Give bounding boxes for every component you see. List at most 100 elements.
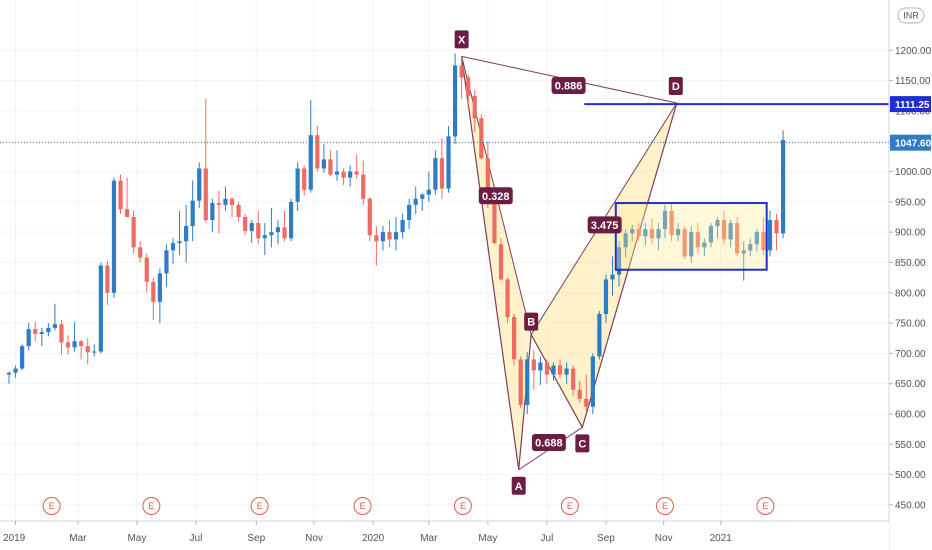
candle-body	[65, 342, 71, 348]
time-tick-label: Nov	[305, 533, 323, 544]
candle-body	[269, 232, 274, 236]
candle	[584, 374, 589, 411]
candle-body	[361, 174, 366, 199]
earnings-marker-circle[interactable]	[453, 497, 472, 515]
candle	[354, 154, 359, 179]
last-price-tag-text: 1047.60	[895, 138, 932, 149]
candle	[459, 59, 464, 99]
time-tick-label: 2021	[710, 533, 733, 544]
candle-body	[295, 168, 300, 202]
candle-body	[420, 194, 425, 199]
candle	[6, 371, 12, 384]
candle-body	[20, 346, 25, 369]
candle-body	[170, 243, 176, 251]
earnings-marker-circle[interactable]	[560, 497, 579, 515]
candle	[13, 365, 18, 378]
earnings-marker-circle[interactable]	[42, 497, 61, 515]
candle-body	[485, 158, 490, 202]
earnings-marker-circle[interactable]	[142, 497, 161, 515]
candle	[741, 241, 746, 281]
price-tick-label: 1150.00	[895, 76, 931, 87]
price-tick-label: 850.00	[895, 258, 926, 269]
earnings-marker-text: E	[460, 501, 466, 511]
candle	[262, 223, 267, 256]
earnings-marker-text: E	[148, 501, 154, 511]
time-tick-label: May	[478, 533, 497, 544]
candle	[46, 323, 51, 337]
earnings-marker[interactable]: E	[42, 497, 61, 515]
candle-body	[426, 189, 431, 195]
price-tick-label: 700.00	[895, 349, 926, 360]
candle-body	[774, 220, 779, 234]
earnings-marker[interactable]: E	[453, 497, 472, 515]
candle	[243, 213, 248, 236]
earnings-marker[interactable]: E	[756, 497, 775, 515]
candle	[20, 344, 25, 371]
candle	[669, 203, 674, 242]
earnings-marker[interactable]: E	[250, 497, 269, 515]
candle-body	[603, 279, 609, 314]
candle-body	[643, 229, 648, 237]
candle	[118, 174, 123, 214]
currency-badge-box[interactable]	[897, 7, 925, 24]
candle	[577, 380, 582, 404]
candle	[177, 210, 182, 256]
candle-body	[197, 168, 202, 201]
earnings-marker[interactable]: E	[656, 497, 674, 515]
candle-body	[59, 324, 64, 343]
candle	[466, 74, 471, 108]
candle	[321, 144, 326, 173]
time-axis-background	[0, 521, 889, 550]
earnings-marker-circle[interactable]	[656, 497, 674, 515]
candle	[275, 220, 281, 245]
candle-body	[413, 198, 418, 205]
time-tick-label: May	[127, 533, 146, 544]
candle	[190, 180, 195, 242]
candle-body	[262, 235, 267, 239]
candle-body	[544, 362, 550, 375]
candle	[256, 210, 261, 245]
candle	[33, 321, 38, 342]
consolidation-range-box	[614, 202, 768, 271]
candle	[472, 89, 477, 133]
earnings-marker-circle[interactable]	[353, 497, 372, 515]
candle-body	[374, 235, 379, 242]
earnings-marker[interactable]: E	[142, 497, 161, 515]
candles	[6, 53, 786, 414]
candle	[138, 241, 143, 263]
candle	[564, 362, 569, 384]
candle	[184, 204, 189, 263]
candle	[26, 323, 31, 351]
candle-body	[754, 232, 759, 245]
candle-body	[525, 359, 530, 405]
candle	[216, 190, 222, 234]
candle	[761, 216, 766, 256]
candle	[656, 223, 661, 251]
candle-body	[597, 313, 602, 357]
candle-body	[328, 159, 333, 175]
candle-body	[459, 65, 464, 78]
candle-body	[105, 265, 110, 293]
candle-body	[669, 210, 674, 236]
ratio-label: 0.688	[531, 433, 566, 451]
earnings-marker[interactable]: E	[560, 497, 579, 515]
candle	[288, 198, 294, 242]
earnings-marker-circle[interactable]	[756, 497, 775, 515]
ratio-label: 0.886	[551, 76, 586, 94]
candle-body	[512, 317, 517, 360]
price-tick-label: 1200.00	[895, 46, 932, 57]
candle-body	[144, 257, 149, 282]
candle	[525, 352, 530, 414]
candle	[341, 168, 346, 185]
candle-body	[367, 198, 372, 236]
currency-badge[interactable]: INR	[897, 7, 925, 24]
earnings-marker[interactable]: E	[353, 497, 372, 515]
earnings-marker-text: E	[360, 501, 366, 511]
earnings-marker-circle[interactable]	[250, 497, 269, 515]
candle	[492, 196, 497, 245]
candle	[767, 210, 773, 257]
price-tick-label: 1000.00	[895, 167, 932, 178]
candle	[393, 216, 399, 251]
time-tick-label: Nov	[655, 533, 673, 544]
